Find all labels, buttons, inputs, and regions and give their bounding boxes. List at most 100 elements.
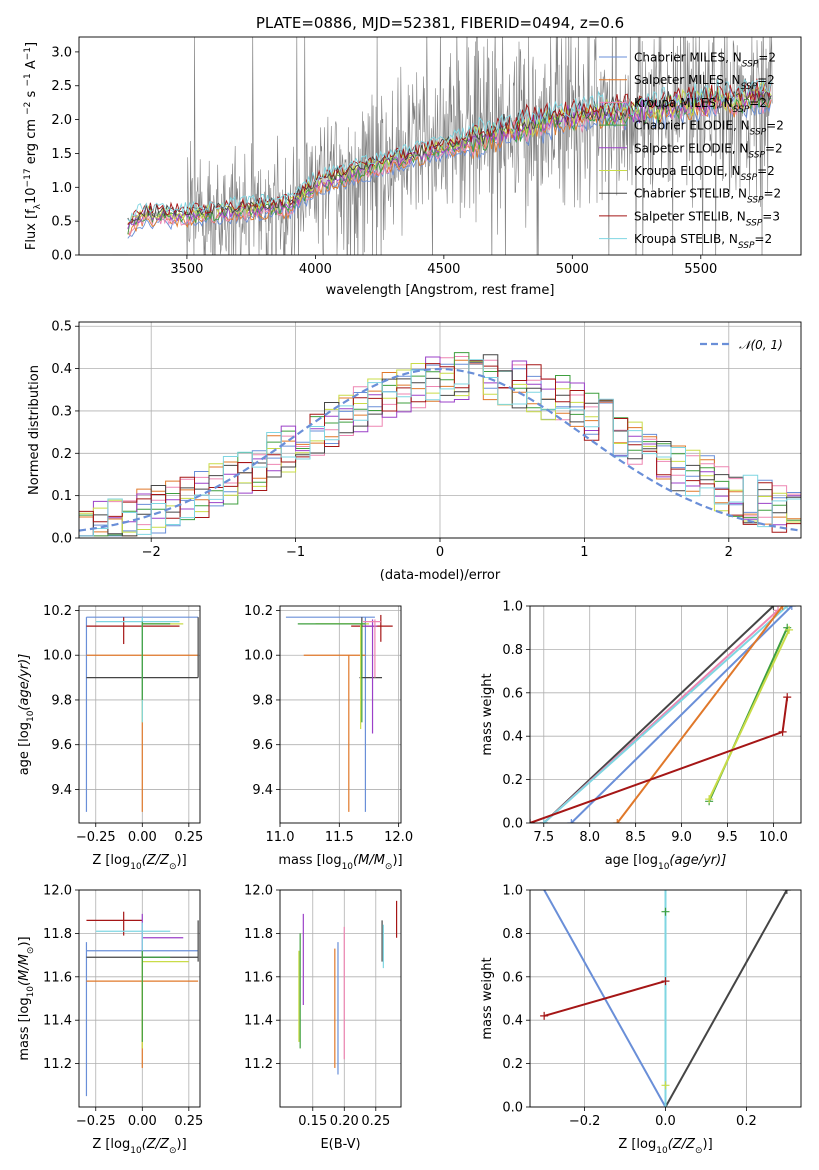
y-tick-label: 9.4 [252,783,273,798]
label-part: −1 [23,47,33,60]
y-tick-label: 2.5 [51,79,72,94]
x-tick-label: 5500 [684,262,717,277]
plot-body [112,37,773,255]
x-tick-label: 8.5 [625,830,646,845]
label-part: (Z/Z [668,1137,696,1152]
label-part: Salpeter MILES, N [634,73,741,87]
x-tick-label: −1 [286,545,305,560]
spectrum-model-line [127,81,772,224]
x-tick-label: 0.15 [298,1114,327,1129]
x-tick-label: 0.2 [736,1114,757,1129]
plot-body [540,890,791,1107]
axes-frame [78,36,802,256]
label-part: Salpeter STELIB, N [634,209,746,223]
plot-body [85,911,199,1097]
axes-frame [279,605,402,824]
label-part: SSP [748,150,765,160]
x-tick-label: 11.0 [266,830,295,845]
spectrum-model-line [127,78,772,225]
label-part: (M/M [17,954,32,986]
normal-curve [79,367,799,532]
label-part: Flux [f [24,209,39,250]
label-part: ⊙ [695,1146,703,1156]
label-part: Chabrier ELODIE, N [634,119,750,133]
label-part: mass [log [278,853,341,868]
weight-line [543,606,788,823]
label-part: Chabrier STELIB, N [634,187,747,201]
x-tick-label: 1 [580,545,588,560]
weight-line [616,606,784,823]
y-tick-label: 11.2 [244,1057,273,1072]
histogram-series-line [79,359,801,533]
x-tick-label: 0.25 [174,830,203,845]
y-tick-label: 12.0 [244,884,273,899]
y-tick-label: 11.6 [244,970,273,985]
label-part: Chabrier MILES, N [634,51,742,65]
axes-frame [529,605,802,824]
x-axis-label: Z [log10(Z/Z⊙)] [618,1137,712,1156]
label-part: SSP [741,82,758,92]
marker-plus [783,623,792,632]
x-tick-label: 9.0 [671,830,692,845]
label-part: Kroupa ELODIE, N [634,164,741,178]
marker-plus [705,795,714,804]
label-part: (Z/Z [142,853,170,868]
y-tick-label: 0.0 [502,817,523,832]
label-part: Z [log [92,1137,130,1152]
y-tick-label: 9.6 [51,738,72,753]
label-part: 10 [130,862,142,872]
x-tick-label: 4500 [427,262,460,277]
y-axis-label: mass [log10(M/M⊙)] [17,936,36,1060]
x-tick-label: 10.0 [759,830,788,845]
y-tick-label: 0.4 [502,1014,523,1029]
y-tick-label: 10.2 [43,604,72,619]
label-part: Kroupa MILES, N [634,96,733,110]
label-part: 10 [26,986,36,998]
y-tick-label: 0.6 [502,970,523,985]
plot-body [285,614,393,812]
label-part: age [log [605,853,658,868]
y-tick-label: 12.0 [43,884,72,899]
label-part: =2 [757,164,775,178]
label-part: =2 [758,51,776,65]
label-part: SSP [750,128,767,138]
weight-line [543,606,775,823]
spectrum-model-line [127,78,772,223]
label-part: SSP [746,218,763,228]
y-tick-label: 1.0 [502,884,523,899]
x-axis-label: Z [log10(Z/Z⊙)] [92,853,186,872]
label-part: 10 [658,862,670,872]
plot-body [85,616,199,812]
label-part: SSP [733,105,750,115]
marker-plus [661,977,670,986]
plot-body [298,900,398,1075]
y-tick-label: 0.1 [51,489,72,504]
legend-entry: Kroupa MILES, NSSP=2 [634,96,767,115]
marker-plus [783,693,792,702]
y-axis-label: age [log10(age/yr)] [17,654,36,776]
spectrum-model-line [127,83,772,223]
x-tick-label: 0.00 [128,830,157,845]
marker-plus [567,819,576,823]
label-part: −17 [23,168,33,187]
label-part: (Z/Z [142,1137,170,1152]
label-part: Kroupa STELIB, N [634,232,738,246]
x-tick-label: 2 [725,545,733,560]
plot-mass_vs_ebv: 0.15 0.20 0.25 11.2 11.4 11.6 11.8 12.0 E(B-V) [244,884,402,1152]
y-tick-label: 10.0 [43,649,72,664]
y-tick-label: 9.6 [252,738,273,753]
label-part: Salpeter ELODIE, N [634,141,748,155]
label-part: ⊙ [169,862,177,872]
y-tick-label: 11.4 [43,1014,72,1029]
label-part: SSP [738,241,755,251]
y-tick-label: 0.2 [502,1057,523,1072]
label-part: (age/yr)] [17,654,32,711]
label-part: ] [24,42,39,47]
x-tick-label: −2 [142,545,161,560]
y-axis-label: Flux [fλ10−17 erg cm −2 s −1 A−1] [23,42,43,250]
marker-plus [778,727,787,736]
y-tick-label: 9.8 [252,693,273,708]
y-tick-label: 3.0 [51,45,72,60]
marker-plus [661,1081,670,1090]
axes-frame [279,889,402,1108]
